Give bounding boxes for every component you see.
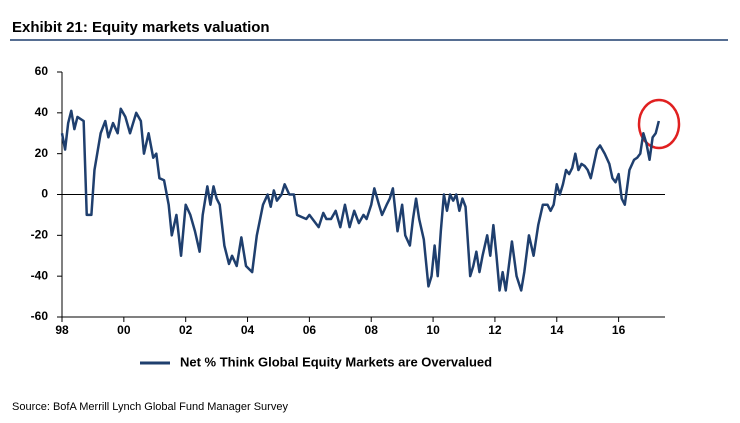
x-tick-label: 06	[303, 323, 317, 337]
x-tick-label: 98	[55, 323, 69, 337]
x-tick-label: 08	[365, 323, 379, 337]
x-tick-label: 04	[241, 323, 255, 337]
x-tick-label: 02	[179, 323, 193, 337]
series-line	[60, 107, 661, 292]
legend-label: Net % Think Global Equity Markets are Ov…	[180, 354, 492, 369]
y-tick-label: 40	[35, 105, 49, 119]
x-tick-label: 10	[426, 323, 440, 337]
x-tick-label: 16	[612, 323, 626, 337]
y-tick-label: 0	[41, 187, 48, 201]
source-note: Source: BofA Merrill Lynch Global Fund M…	[12, 401, 288, 413]
x-tick-label: 00	[117, 323, 131, 337]
x-tick-label: 14	[550, 323, 564, 337]
y-tick-label: 20	[35, 146, 49, 160]
x-tick-label: 12	[488, 323, 502, 337]
highlight-circle	[637, 98, 681, 150]
y-tick-label: 60	[35, 64, 49, 78]
chart-title: Exhibit 21: Equity markets valuation	[12, 19, 270, 36]
y-tick-label: -20	[31, 228, 49, 242]
y-tick-label: -40	[31, 268, 49, 282]
y-tick-label: -60	[31, 309, 49, 323]
